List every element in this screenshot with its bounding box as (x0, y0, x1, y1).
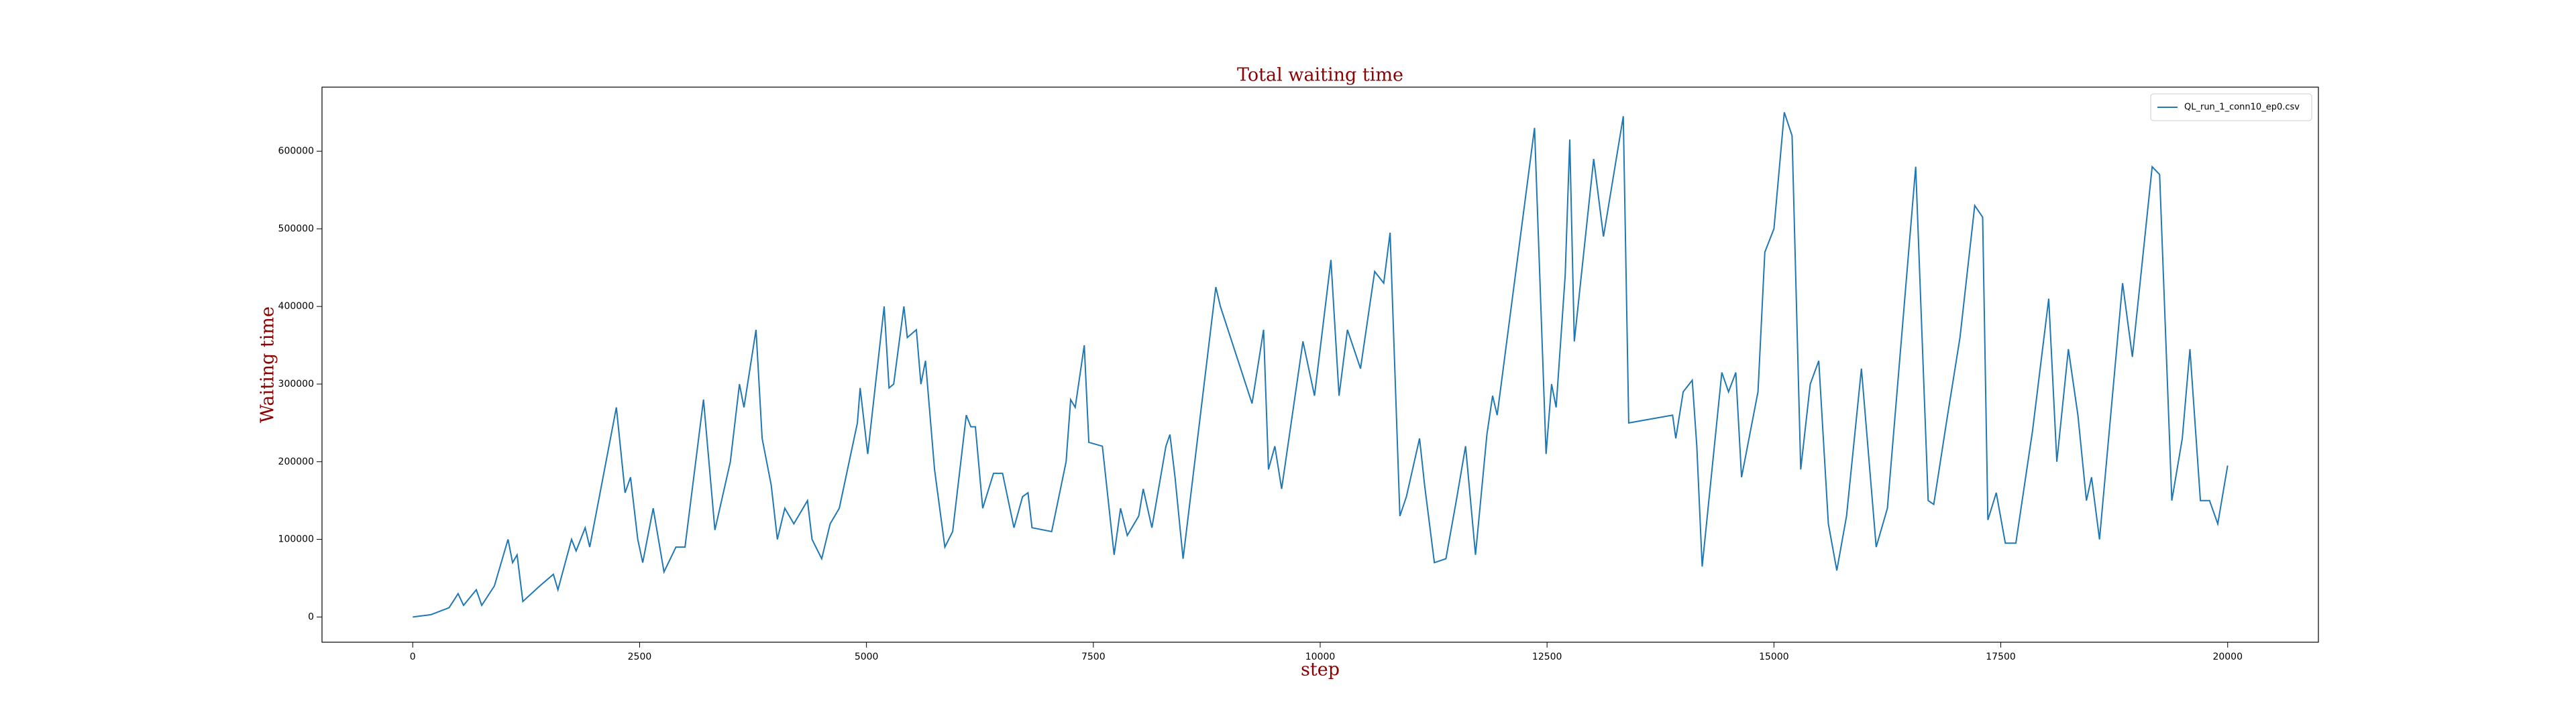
chart-title: Total waiting time (1237, 65, 1403, 86)
x-tick-label: 0 (410, 652, 416, 662)
x-tick-label: 7500 (1081, 652, 1106, 662)
y-tick-label: 100000 (278, 534, 314, 545)
data-line (413, 112, 2229, 618)
plot-frame (321, 86, 2319, 643)
y-tick-label: 500000 (278, 223, 314, 234)
y-tick-label: 400000 (278, 301, 314, 312)
x-tick-label: 20000 (2212, 652, 2243, 662)
x-tick-label: 2500 (628, 652, 652, 662)
y-axis-label: Waiting time (258, 306, 278, 423)
x-tick-label: 10000 (1305, 652, 1336, 662)
y-tick-label: 200000 (278, 457, 314, 467)
x-tick-label: 5000 (855, 652, 879, 662)
y-tick-label: 0 (308, 611, 314, 622)
x-tick-label: 17500 (1986, 652, 2016, 662)
legend-label: QL_run_1_conn10_ep0.csv (2184, 103, 2300, 113)
y-tick-label: 600000 (278, 146, 314, 157)
x-tick-label: 15000 (1759, 652, 1789, 662)
x-axis-label: step (1301, 660, 1340, 680)
y-tick-label: 300000 (278, 379, 314, 389)
legend-box (2150, 93, 2312, 121)
x-tick-label: 12500 (1532, 652, 1562, 662)
